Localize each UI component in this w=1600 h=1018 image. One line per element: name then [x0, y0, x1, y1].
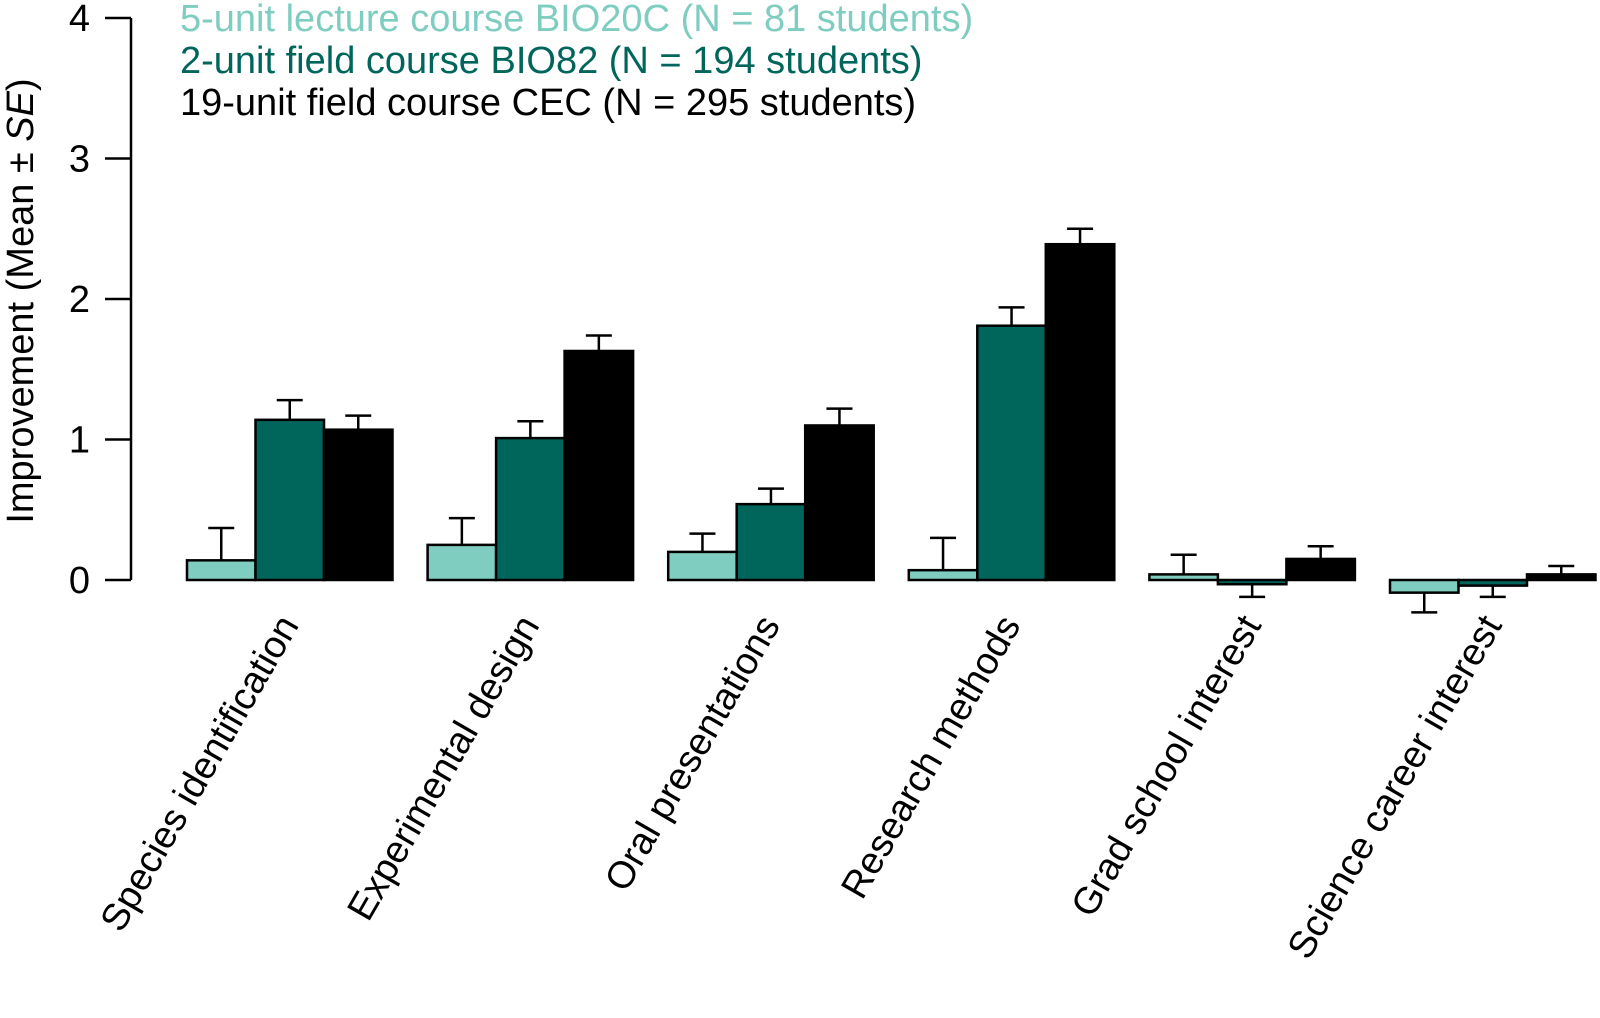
bar [1148, 573, 1220, 582]
category-label: Research methods [834, 609, 1030, 906]
bar [185, 559, 257, 582]
y-axis-label-suffix: ) [0, 78, 42, 91]
y-tick-label: 2 [69, 279, 90, 321]
bar [1388, 578, 1460, 594]
bar [563, 349, 635, 582]
bar [1216, 578, 1288, 586]
bars [185, 227, 1597, 614]
bar [254, 418, 326, 582]
category-label: Oral presentations [597, 609, 789, 899]
bar [1525, 573, 1597, 582]
bar [1457, 578, 1529, 587]
category-label: Species identification [93, 609, 308, 939]
y-axis-label: Improvement (Mean ± SE) [0, 78, 42, 523]
y-tick-label: 1 [69, 420, 90, 462]
bar [666, 550, 738, 582]
y-axis-label-prefix: Improvement (Mean ± [0, 142, 42, 524]
bar [426, 543, 498, 582]
y-tick-label: 3 [69, 139, 90, 181]
bar [976, 324, 1048, 582]
bar [803, 424, 875, 582]
bar [1285, 557, 1357, 582]
category-labels: Species identification Experimental desig… [93, 608, 1511, 966]
bar [735, 502, 807, 582]
y-axis-label-italic: SE [0, 90, 42, 141]
legend-entry: 19-unit field course CEC (N = 295 studen… [180, 82, 916, 124]
bar [907, 568, 979, 582]
y-tick-label: 0 [69, 560, 90, 602]
category-label: Grad school interest [1064, 608, 1271, 924]
legend: 5-unit lecture course BIO20C (N = 81 stu… [180, 0, 973, 124]
y-tick-label: 4 [69, 0, 90, 40]
legend-entry: 2-unit field course BIO82 (N = 194 stude… [180, 40, 922, 82]
legend-entry: 5-unit lecture course BIO20C (N = 81 stu… [180, 0, 973, 40]
bar [322, 428, 394, 582]
category-label: Science career interest [1280, 608, 1511, 966]
y-axis: 0 1 2 3 4 [69, 0, 133, 602]
bar [1044, 242, 1116, 582]
bar [494, 436, 566, 582]
category-label: Experimental design [340, 609, 549, 928]
